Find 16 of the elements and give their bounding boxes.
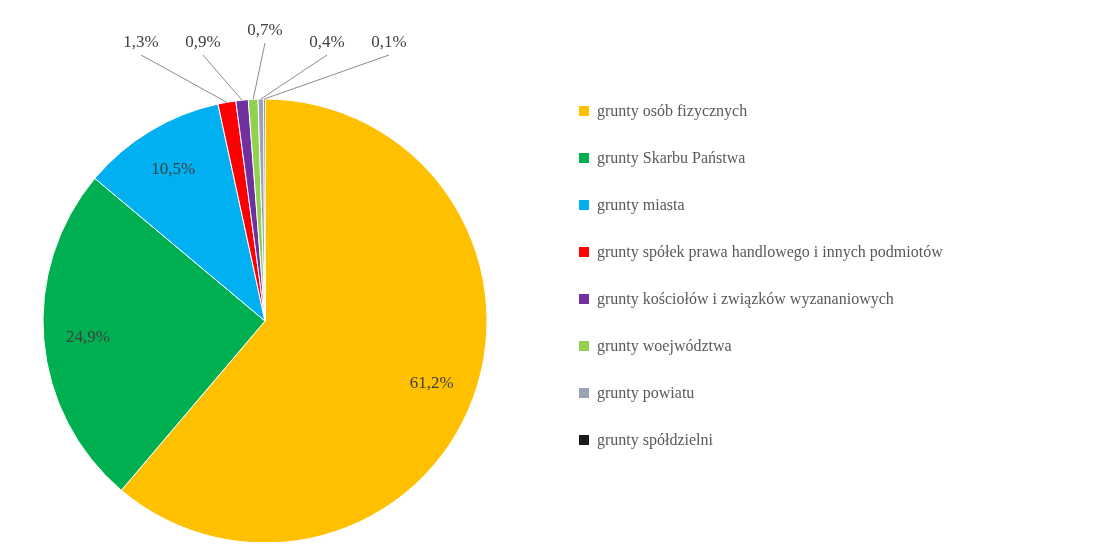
data-label: 0,4% [309,32,345,51]
legend-label: grunty miasta [597,195,685,214]
data-label: 24,9% [66,326,110,346]
data-label: 61,2% [409,372,454,392]
data-label: 10,5% [151,159,196,179]
legend-label: grunty powiatu [597,383,695,402]
legend-label: grunty kościołów i związków wyzananiowych [597,289,894,308]
data-label: 0,9% [185,32,221,51]
legend-label: grunty woejwództwa [597,336,732,355]
legend-label: grunty Skarbu Państwa [597,148,746,167]
data-label: 0,7% [247,20,283,39]
legend-label: grunty spółek prawa handlowego i innych podmiotów [597,242,943,261]
legend-label: grunty spółdzielni [597,430,713,449]
data-label: 1,3% [123,32,159,51]
data-label: 0,1% [371,32,407,51]
legend-label: grunty osób fizycznych [597,101,748,120]
